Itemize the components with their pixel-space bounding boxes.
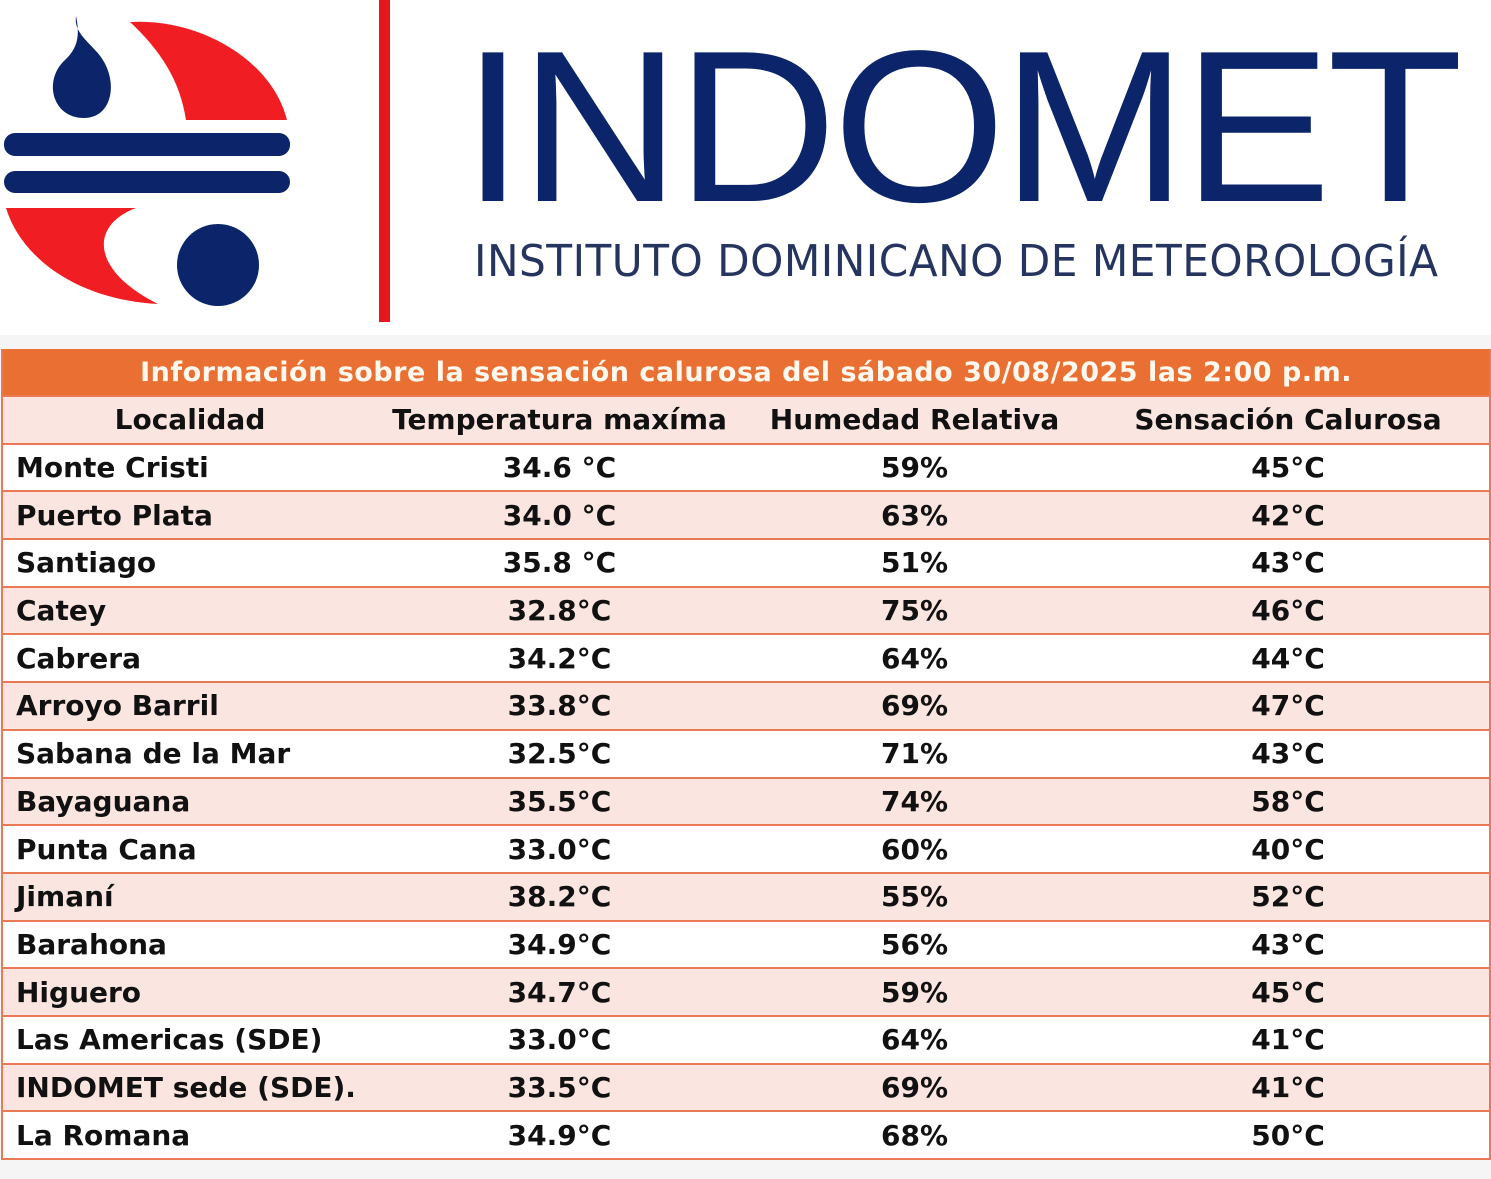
humidity-cell: 51% [742, 539, 1087, 588]
locality-cell: Arroyo Barril [2, 682, 377, 731]
max-temp-cell: 34.9°C [377, 1111, 742, 1160]
indomet-logo-icon [4, 16, 290, 306]
max-temp-cell: 34.7°C [377, 968, 742, 1017]
locality-cell: Las Americas (SDE) [2, 1015, 377, 1065]
table-row: INDOMET sede (SDE). 33.5°C 69% 41°C [2, 1063, 1491, 1113]
humidity-cell: 60% [742, 825, 1087, 874]
heat-index-table: Información sobre la sensación calurosa … [1, 349, 1491, 1160]
locality-cell: La Romana [2, 1111, 377, 1160]
heat-index-cell: 44°C [1087, 634, 1491, 684]
max-temp-cell: 34.2°C [377, 634, 742, 684]
heat-index-cell: 50°C [1087, 1111, 1491, 1160]
brand-subtitle: INSTITUTO DOMINICANO DE METEOROLOGÍA [474, 236, 1439, 287]
heat-index-cell: 43°C [1087, 920, 1491, 970]
heat-index-cell: 43°C [1087, 729, 1491, 779]
max-temp-cell: 38.2°C [377, 872, 742, 922]
table-row: Bayaguana 35.5°C 74% 58°C [2, 777, 1491, 827]
heat-index-cell: 40°C [1087, 825, 1491, 874]
humidity-cell: 59% [742, 968, 1087, 1017]
locality-cell: Higuero [2, 968, 377, 1017]
heat-index-cell: 47°C [1087, 682, 1491, 731]
brand-name: INDOMET [462, 5, 1463, 247]
humidity-cell: 68% [742, 1111, 1087, 1160]
max-temp-cell: 33.0°C [377, 825, 742, 874]
heat-index-cell: 41°C [1087, 1015, 1491, 1065]
humidity-cell: 74% [742, 777, 1087, 827]
column-header-max-temp: Temperatura maxíma [377, 396, 742, 445]
table-row: Barahona 34.9°C 56% 43°C [2, 920, 1491, 970]
locality-cell: Sabana de la Mar [2, 729, 377, 779]
max-temp-cell: 35.8 °C [377, 539, 742, 588]
heat-index-cell: 58°C [1087, 777, 1491, 827]
locality-cell: INDOMET sede (SDE). [2, 1063, 377, 1113]
heat-index-cell: 43°C [1087, 539, 1491, 588]
table-row: Puerto Plata 34.0 °C 63% 42°C [2, 491, 1491, 541]
humidity-cell: 56% [742, 920, 1087, 970]
humidity-cell: 64% [742, 634, 1087, 684]
locality-cell: Barahona [2, 920, 377, 970]
heat-index-cell: 45°C [1087, 968, 1491, 1017]
max-temp-cell: 34.6 °C [377, 443, 742, 493]
column-header-locality: Localidad [2, 396, 377, 445]
locality-cell: Punta Cana [2, 825, 377, 874]
table-row: Punta Cana 33.0°C 60% 40°C [2, 825, 1491, 874]
heat-index-cell: 45°C [1087, 443, 1491, 493]
table-row: Higuero 34.7°C 59% 45°C [2, 968, 1491, 1017]
max-temp-cell: 33.8°C [377, 682, 742, 731]
table-row: Monte Cristi 34.6 °C 59% 45°C [2, 443, 1491, 493]
table-title: Información sobre la sensación calurosa … [2, 349, 1491, 397]
humidity-cell: 69% [742, 682, 1087, 731]
table-row: Santiago 35.8 °C 51% 43°C [2, 539, 1491, 588]
column-header-humidity: Humedad Relativa [742, 396, 1087, 445]
table-row: Las Americas (SDE) 33.0°C 64% 41°C [2, 1015, 1491, 1065]
humidity-cell: 71% [742, 729, 1087, 779]
humidity-cell: 63% [742, 491, 1087, 541]
max-temp-cell: 32.8°C [377, 586, 742, 636]
max-temp-cell: 35.5°C [377, 777, 742, 827]
locality-cell: Jimaní [2, 872, 377, 922]
logo-divider [379, 0, 390, 322]
humidity-cell: 55% [742, 872, 1087, 922]
humidity-cell: 69% [742, 1063, 1087, 1113]
locality-cell: Monte Cristi [2, 443, 377, 493]
column-header-heat-index: Sensación Calurosa [1087, 396, 1491, 445]
max-temp-cell: 32.5°C [377, 729, 742, 779]
locality-cell: Cabrera [2, 634, 377, 684]
table-row: Catey 32.8°C 75% 46°C [2, 586, 1491, 636]
max-temp-cell: 34.0 °C [377, 491, 742, 541]
locality-cell: Catey [2, 586, 377, 636]
indomet-header: INDOMET INSTITUTO DOMINICANO DE METEOROL… [0, 0, 1491, 335]
locality-cell: Santiago [2, 539, 377, 588]
table-row: Arroyo Barril 33.8°C 69% 47°C [2, 682, 1491, 731]
locality-cell: Puerto Plata [2, 491, 377, 541]
table-row: Cabrera 34.2°C 64% 44°C [2, 634, 1491, 684]
table-row: Sabana de la Mar 32.5°C 71% 43°C [2, 729, 1491, 779]
locality-cell: Bayaguana [2, 777, 377, 827]
heat-index-cell: 41°C [1087, 1063, 1491, 1113]
humidity-cell: 59% [742, 443, 1087, 493]
humidity-cell: 64% [742, 1015, 1087, 1065]
max-temp-cell: 34.9°C [377, 920, 742, 970]
table-row: La Romana 34.9°C 68% 50°C [2, 1111, 1491, 1160]
max-temp-cell: 33.0°C [377, 1015, 742, 1065]
humidity-cell: 75% [742, 586, 1087, 636]
heat-index-cell: 42°C [1087, 491, 1491, 541]
heat-index-cell: 46°C [1087, 586, 1491, 636]
heat-index-cell: 52°C [1087, 872, 1491, 922]
table-row: Jimaní 38.2°C 55% 52°C [2, 872, 1491, 922]
max-temp-cell: 33.5°C [377, 1063, 742, 1113]
